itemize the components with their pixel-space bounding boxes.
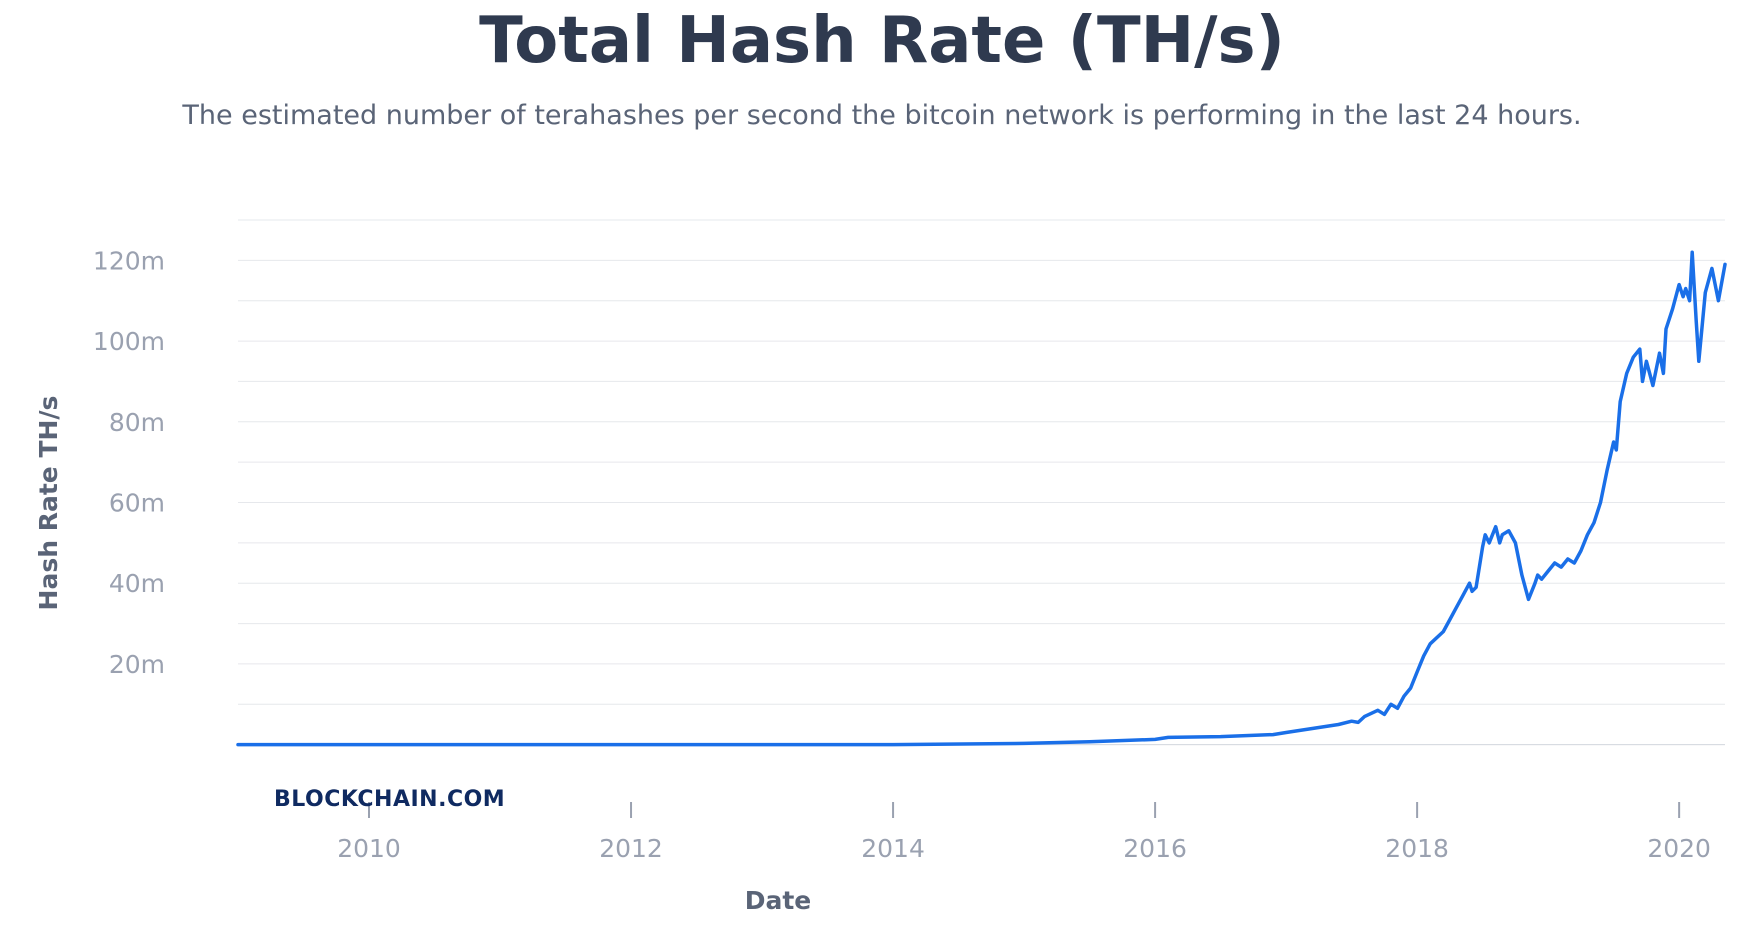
- x-axis-ticks: 2010 2012 2014 2016 2018 2020: [337, 802, 1711, 863]
- x-tick-label: 2020: [1647, 834, 1711, 863]
- y-tick-label: 20m: [109, 650, 165, 679]
- chart-subtitle: The estimated number of terahashes per s…: [182, 100, 1582, 131]
- y-axis-label: Hash Rate TH/s: [34, 396, 63, 611]
- series-line-hash-rate: [236, 250, 1727, 747]
- y-tick-label: 40m: [109, 569, 165, 598]
- y-tick-label: 60m: [109, 489, 165, 518]
- x-tick-label: 2014: [861, 834, 925, 863]
- x-tick-label: 2012: [599, 834, 663, 863]
- y-tick-label: 80m: [109, 408, 165, 437]
- y-tick-label: 100m: [93, 327, 165, 356]
- chart-title: Total Hash Rate (TH/s): [479, 4, 1285, 78]
- x-tick-label: 2018: [1385, 834, 1449, 863]
- x-axis-label: Date: [745, 886, 812, 915]
- y-axis-ticks: 20m 40m 60m 80m 100m 120m: [93, 246, 165, 679]
- x-tick-label: 2010: [337, 834, 401, 863]
- brand-watermark: BLOCKCHAIN.COM: [274, 787, 505, 812]
- y-tick-label: 120m: [93, 246, 165, 275]
- x-tick-label: 2016: [1123, 834, 1187, 863]
- grid-lines: [238, 219, 1725, 746]
